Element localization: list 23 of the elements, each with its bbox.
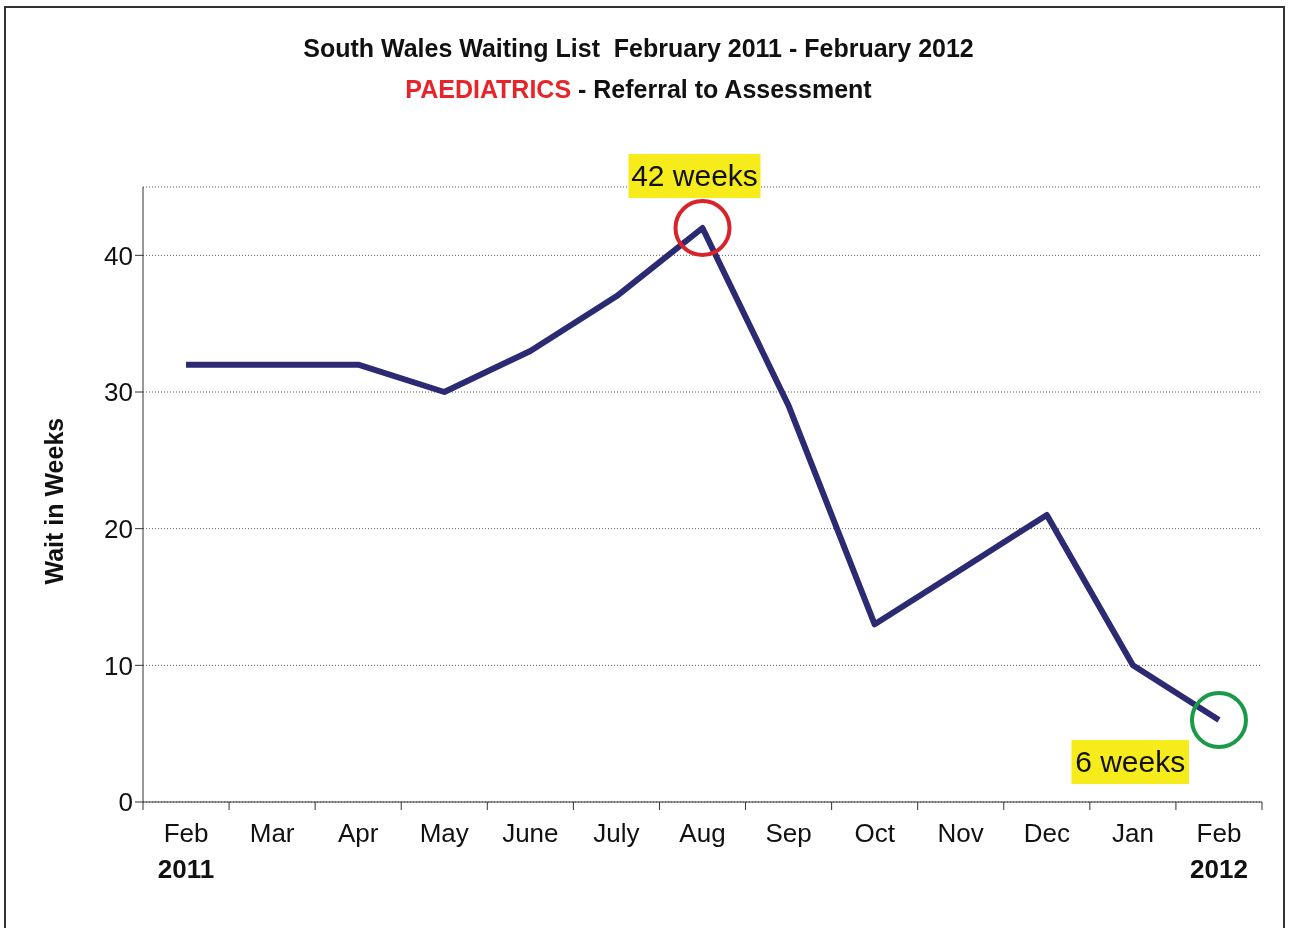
x-tick-label: Dec: [1023, 818, 1070, 848]
x-tick-label: Aug: [679, 818, 726, 848]
y-tick-label: 0: [118, 787, 133, 818]
x-tick-label: May: [419, 818, 469, 848]
x-tick-label: Nov: [937, 818, 984, 848]
x-tick-label: Jan: [1111, 818, 1154, 848]
x-tick-label: Sep: [765, 818, 812, 848]
y-tick-label: 40: [104, 240, 133, 271]
annotation: 42 weeks: [631, 159, 758, 192]
y-tick-label: 20: [104, 513, 133, 544]
x-tick-label: Oct: [854, 818, 896, 848]
annotation: 6 weeks: [1075, 745, 1186, 778]
chart-subtitle: PAEDIATRICS - Referral to Assessment: [404, 75, 873, 104]
chart-title: South Wales Waiting List February 2011 - February 2012: [302, 34, 975, 63]
y-axis-title: Wait in Weeks: [39, 417, 68, 585]
x-tick-label: June: [502, 818, 559, 848]
x-tick-label: Feb 2011: [157, 818, 215, 884]
y-tick-label: 10: [104, 650, 133, 681]
x-tick-label: Feb 2012: [1190, 818, 1248, 884]
x-tick-label: Mar: [249, 818, 295, 848]
x-tick-label: Apr: [337, 818, 379, 848]
y-tick-label: 30: [104, 377, 133, 408]
x-tick-label: July: [593, 818, 640, 848]
